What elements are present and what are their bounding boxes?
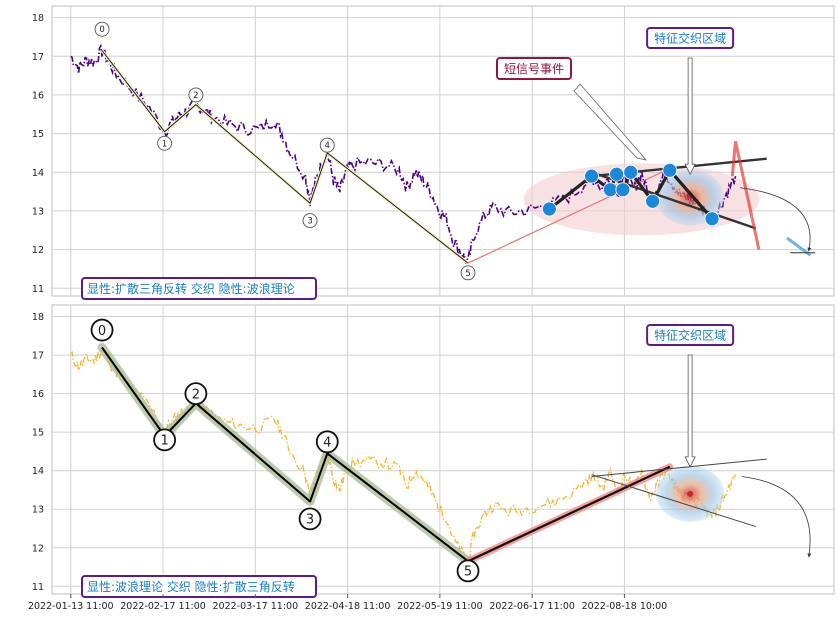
top-panel-caption-box xyxy=(81,277,317,300)
bottom-y-tick-label: 18 xyxy=(32,312,44,323)
bottom-panel-caption-box xyxy=(81,575,317,598)
top-wave-label-circle xyxy=(94,21,110,37)
x-tick-label: 2022-08-18 10:00 xyxy=(582,601,668,612)
bottom-triangle-upper xyxy=(591,458,767,477)
bottom-panel-caption: 显性:波浪理论 交织 隐性:扩散三角反转 xyxy=(87,579,295,594)
signal-marker xyxy=(584,168,599,184)
bottom-wave-label: 2 xyxy=(192,387,200,402)
wave-line xyxy=(101,50,469,264)
top-y-tick-label: 17 xyxy=(32,52,44,63)
x-tick-label: 2022-04-18 11:00 xyxy=(305,601,391,612)
bottom-y-tick-label: 14 xyxy=(32,466,44,477)
x-tick-label: 2022-02-17 11:00 xyxy=(120,601,206,612)
signal-marker xyxy=(602,182,618,198)
bottom-wave-label-circle xyxy=(90,318,114,342)
top-y-tick-label: 14 xyxy=(32,168,44,179)
top-y-tick-label: 15 xyxy=(32,129,44,140)
wave-line xyxy=(101,346,469,562)
bottom-y-tick-label: 11 xyxy=(32,582,44,593)
wave-extension-line xyxy=(467,167,671,264)
top-wave-label: 4 xyxy=(325,141,330,151)
top-wave-label-circle xyxy=(188,87,204,103)
top-wave-label: 5 xyxy=(465,269,470,279)
signal-marker xyxy=(609,166,625,182)
top-wave-label-circle xyxy=(319,137,335,153)
top-reversal-arrow xyxy=(740,187,812,252)
bottom-feature-zone-arrow xyxy=(684,354,696,468)
panel-top: 1112131415161718012345特征交织区域短信号事件显性:扩散三角… xyxy=(32,5,835,300)
short-signal-box xyxy=(496,57,572,80)
top-wave-label: 2 xyxy=(193,91,198,101)
top-y-tick-label: 18 xyxy=(32,13,44,24)
top-wave-label: 3 xyxy=(307,217,312,227)
top-y-tick-label: 11 xyxy=(32,284,44,295)
short-signal-label: 短信号事件 xyxy=(504,62,564,76)
bottom-feature-zone-center xyxy=(687,490,694,497)
short-signal-arrow xyxy=(573,83,648,161)
top-panel-caption: 显性:扩散三角反转 交织 隐性:波浪理论 xyxy=(87,281,295,296)
top-wave-label: 0 xyxy=(99,25,104,35)
bottom-wave-label: 1 xyxy=(160,434,168,449)
signal-marker xyxy=(704,211,720,227)
top-wave-label-circle xyxy=(302,213,318,229)
bottom-wave-label: 3 xyxy=(306,513,314,528)
top-wave-label: 1 xyxy=(162,139,167,149)
signal-marker xyxy=(662,162,678,178)
bottom-y-tick-label: 15 xyxy=(32,428,44,439)
bottom-triangle-lower xyxy=(591,474,756,528)
top-y-tick-label: 12 xyxy=(32,245,44,256)
x-tick-label: 2022-05-19 11:00 xyxy=(397,601,483,612)
signal-marker xyxy=(615,182,631,198)
x-axis: 2022-01-13 11:00 2022-02-17 11:00 2022-03-… xyxy=(28,594,667,612)
top-wave-label-circle xyxy=(157,135,173,151)
top-wave-label-circle xyxy=(460,265,476,281)
signal-marker xyxy=(645,193,660,209)
top-y-tick-label: 16 xyxy=(32,90,44,101)
top-feature-zone-arrow xyxy=(684,57,696,176)
top-plot-area xyxy=(51,5,835,297)
bottom-y-tick-label: 13 xyxy=(32,505,44,516)
bottom-wave-label-circle xyxy=(184,382,208,406)
bottom-y-tick-label: 12 xyxy=(32,543,44,554)
wave-extension-line xyxy=(467,465,671,563)
bottom-wave-label-circle xyxy=(315,430,339,454)
bottom-reversal-arrow xyxy=(741,476,812,558)
x-tick-label: 2022-03-17 11:00 xyxy=(213,601,299,612)
top-y-tick-label: 13 xyxy=(32,206,44,217)
bottom-feature-zone-box xyxy=(646,324,735,346)
bottom-wave-label: 0 xyxy=(98,324,106,339)
x-tick-label: 2022-01-13 11:00 xyxy=(28,601,114,612)
bottom-wave-label-circle xyxy=(298,507,322,531)
bottom-feature-zone-label: 特征交织区域 xyxy=(654,328,726,343)
top-price-series xyxy=(70,43,737,264)
bottom-wave-label: 5 xyxy=(464,565,472,580)
forecast-line xyxy=(730,140,761,250)
bottom-y-tick-label: 16 xyxy=(32,389,44,400)
x-tick-label: 2022-06-17 11:00 xyxy=(489,601,575,612)
signal-marker xyxy=(623,164,639,180)
top-feature-zone-box xyxy=(646,27,735,49)
bottom-wave-label-circle xyxy=(153,428,177,452)
signal-marker xyxy=(541,201,557,217)
bottom-y-tick-label: 17 xyxy=(32,351,44,362)
top-feature-zone-label: 特征交织区域 xyxy=(654,31,726,46)
bottom-wave-label: 4 xyxy=(323,436,331,451)
bottom-wave-label-circle xyxy=(456,559,480,583)
